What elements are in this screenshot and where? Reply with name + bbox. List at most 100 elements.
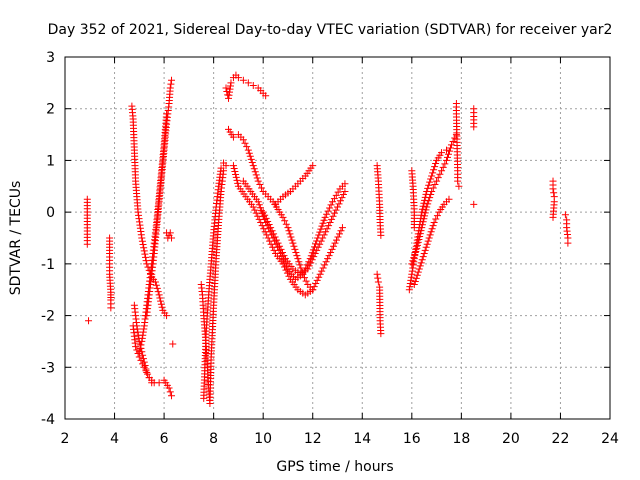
- series-s20: [408, 131, 460, 268]
- data-point: [281, 217, 289, 225]
- data-point: [140, 244, 148, 252]
- data-point: [331, 209, 339, 217]
- data-point: [246, 152, 254, 160]
- data-point: [152, 281, 160, 289]
- data-point: [139, 351, 147, 359]
- data-point: [248, 158, 256, 166]
- data-point: [332, 206, 340, 214]
- data-point: [141, 250, 149, 258]
- data-point: [227, 79, 235, 87]
- data-point: [329, 198, 337, 206]
- data-point: [229, 133, 237, 141]
- data-point: [163, 312, 171, 320]
- data-point: [449, 137, 457, 145]
- data-point: [316, 240, 324, 248]
- data-point: [333, 236, 341, 244]
- data-point: [318, 222, 326, 230]
- data-point: [421, 246, 429, 254]
- data-point: [156, 294, 164, 302]
- data-point: [233, 176, 241, 184]
- data-point: [83, 240, 91, 248]
- data-point: [408, 260, 416, 268]
- y-tick-label: -4: [41, 412, 55, 428]
- data-point: [290, 242, 298, 250]
- data-point: [417, 259, 425, 267]
- data-point: [247, 155, 255, 163]
- data-point: [420, 199, 428, 207]
- data-point: [412, 274, 420, 282]
- data-point: [256, 204, 264, 212]
- data-point: [252, 209, 260, 217]
- y-tick-label: -3: [41, 360, 55, 376]
- data-point: [420, 250, 428, 258]
- data-point: [427, 228, 435, 236]
- data-point: [165, 384, 173, 392]
- data-point: [142, 253, 150, 261]
- data-point: [279, 248, 287, 256]
- series-s19: [405, 146, 450, 294]
- data-point: [259, 208, 267, 216]
- data-point: [166, 229, 174, 237]
- data-point: [254, 177, 262, 185]
- series-s3: [128, 102, 171, 320]
- data-point: [470, 200, 478, 208]
- data-point: [334, 203, 341, 211]
- data-point: [241, 139, 249, 147]
- data-point: [274, 239, 282, 247]
- data-point: [222, 84, 230, 92]
- data-point: [438, 167, 446, 175]
- data-point: [434, 174, 442, 182]
- data-point: [296, 261, 304, 269]
- data-point: [287, 233, 295, 241]
- data-point: [420, 215, 428, 223]
- data-point: [326, 218, 334, 226]
- data-point: [143, 368, 151, 376]
- data-point: [261, 211, 269, 219]
- data-point: [148, 379, 156, 387]
- data-point: [279, 213, 287, 221]
- data-point: [155, 379, 163, 387]
- data-point: [416, 230, 424, 238]
- data-point: [255, 201, 263, 209]
- data-point: [319, 264, 327, 272]
- data-point: [328, 245, 336, 253]
- data-point: [432, 160, 440, 168]
- data-point: [443, 156, 450, 164]
- data-point: [132, 343, 140, 351]
- data-point: [262, 92, 270, 100]
- data-point: [320, 231, 328, 239]
- data-point: [244, 79, 252, 87]
- data-point: [433, 177, 441, 185]
- data-point: [327, 201, 335, 209]
- data-point: [564, 239, 572, 247]
- data-point: [410, 224, 418, 232]
- data-point: [443, 153, 451, 161]
- data-point: [325, 252, 333, 260]
- data-point: [313, 276, 321, 284]
- data-point: [135, 348, 143, 356]
- data-point: [157, 297, 165, 305]
- series-s2: [106, 234, 115, 312]
- data-point: [413, 241, 421, 249]
- data-point: [169, 340, 177, 348]
- data-point: [217, 164, 225, 172]
- data-point: [168, 76, 176, 84]
- data-point: [322, 258, 330, 266]
- data-point: [291, 245, 299, 253]
- data-point: [431, 163, 439, 171]
- data-point: [230, 165, 238, 173]
- series-s5: [130, 301, 156, 387]
- data-point: [139, 240, 147, 248]
- series-s23: [452, 100, 463, 190]
- data-point: [339, 191, 347, 199]
- series-s24: [470, 105, 478, 208]
- data-point: [417, 227, 425, 235]
- data-point: [334, 233, 342, 241]
- data-point: [338, 194, 346, 202]
- series-s11: [222, 71, 270, 102]
- data-point: [377, 231, 385, 239]
- data-point: [336, 197, 344, 205]
- data-point: [439, 163, 447, 171]
- data-point: [425, 181, 433, 189]
